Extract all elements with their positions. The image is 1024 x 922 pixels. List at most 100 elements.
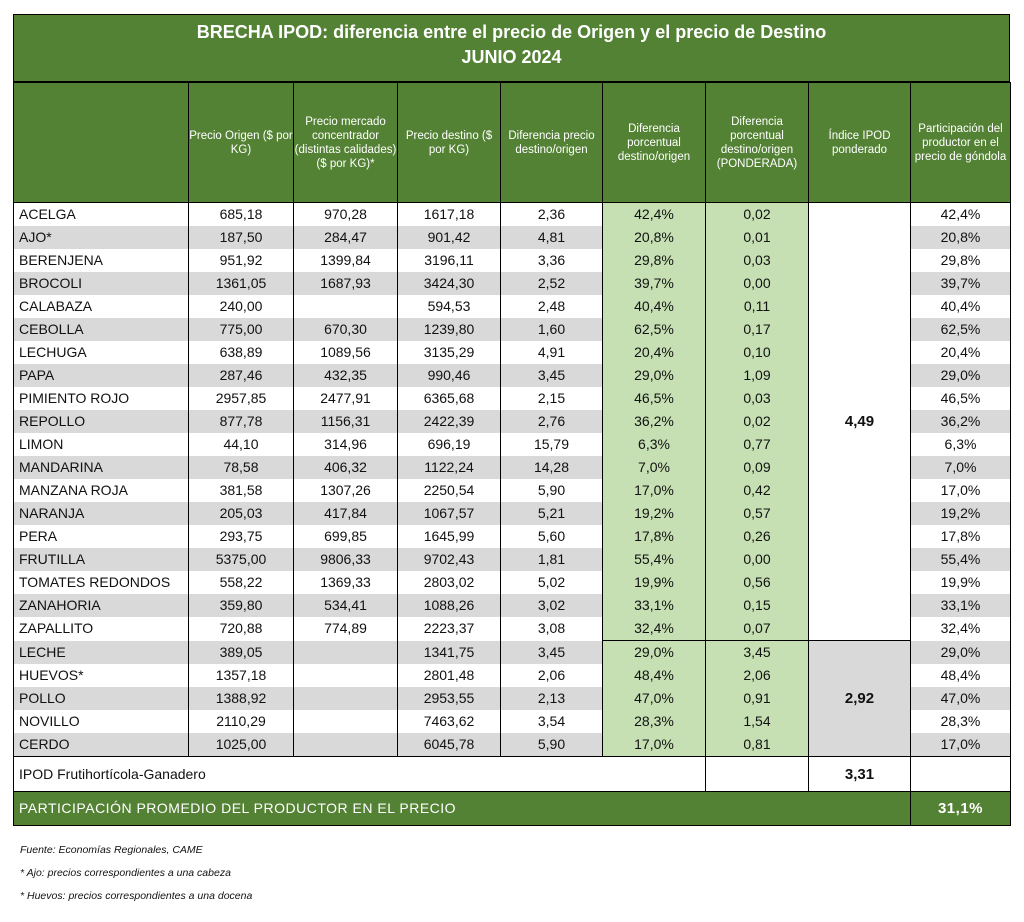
cell-diferencia-ponderada: 0,01 [705, 226, 809, 249]
cell-diferencia-precio: 3,45 [500, 364, 603, 387]
table-row: FRUTILLA 5375,00 9806,33 9702,43 1,81 55,4% 0,… [13, 548, 1011, 571]
cell-precio-mercado: 774,89 [293, 617, 398, 641]
cell-producto: LIMON [13, 433, 189, 456]
cell-participacion: 29,8% [910, 249, 1011, 272]
cell-diferencia-porcentual: 29,0% [602, 364, 706, 387]
cell-producto: CEBOLLA [13, 318, 189, 341]
cell-producto: ACELGA [13, 202, 189, 226]
cell-diferencia-ponderada: 0,15 [705, 594, 809, 617]
header-row: Precio Origen ($ por KG) Precio mercado … [13, 82, 1011, 203]
cell-precio-destino: 2223,37 [397, 617, 501, 641]
cell-diferencia-precio: 1,81 [500, 548, 603, 571]
cell-diferencia-precio: 1,60 [500, 318, 603, 341]
summary-empty-2 [910, 756, 1011, 792]
cell-diferencia-porcentual: 29,0% [602, 640, 706, 664]
table-row: NARANJA 205,03 417,84 1067,57 5,21 19,2% 0,57 1… [13, 502, 1011, 525]
header-participacion: Participación del productor en el precio… [910, 82, 1011, 203]
table-row: NOVILLO 2110,29 7463,62 3,54 28,3% 1,54 28,3% [13, 710, 1011, 733]
cell-producto: ZAPALLITO [13, 617, 189, 641]
cell-participacion: 42,4% [910, 202, 1011, 226]
table-row: CEBOLLA 775,00 670,30 1239,80 1,60 62,5% 0,17 6… [13, 318, 1011, 341]
cell-diferencia-precio: 3,45 [500, 640, 603, 664]
cell-precio-destino: 3196,11 [397, 249, 501, 272]
cell-precio-mercado: 406,32 [293, 456, 398, 479]
cell-diferencia-precio: 5,90 [500, 733, 603, 757]
cell-diferencia-porcentual: 29,8% [602, 249, 706, 272]
cell-diferencia-ponderada: 0,03 [705, 249, 809, 272]
cell-diferencia-precio: 5,21 [500, 502, 603, 525]
cell-diferencia-porcentual: 28,3% [602, 710, 706, 733]
cell-precio-mercado: 1089,56 [293, 341, 398, 364]
footnote-huevos: * Huevos: precios correspondientes a una… [20, 890, 253, 902]
table-row: LECHE 389,05 1341,75 3,45 29,0% 3,45 2,92 29,0% [13, 640, 1011, 757]
cell-diferencia-ponderada: 0,10 [705, 341, 809, 364]
cell-diferencia-porcentual: 6,3% [602, 433, 706, 456]
participacion-value: 31,1% [910, 791, 1011, 826]
cell-precio-mercado: 9806,33 [293, 548, 398, 571]
cell-participacion: 17,0% [910, 733, 1011, 757]
cell-diferencia-ponderada: 0,91 [705, 687, 809, 710]
cell-diferencia-ponderada: 0,11 [705, 295, 809, 318]
cell-precio-destino: 7463,62 [397, 710, 501, 733]
cell-participacion: 33,1% [910, 594, 1011, 617]
cell-precio-destino: 1239,80 [397, 318, 501, 341]
cell-precio-mercado: 417,84 [293, 502, 398, 525]
cell-diferencia-porcentual: 17,0% [602, 479, 706, 502]
cell-diferencia-porcentual: 19,2% [602, 502, 706, 525]
cell-participacion: 46,5% [910, 387, 1011, 410]
cell-precio-mercado: 970,28 [293, 202, 398, 226]
cell-diferencia-precio: 15,79 [500, 433, 603, 456]
cell-producto: HUEVOS* [13, 664, 189, 687]
cell-precio-origen: 685,18 [188, 202, 294, 226]
footnote-source: Fuente: Economías Regionales, CAME [20, 844, 203, 856]
cell-participacion: 6,3% [910, 433, 1011, 456]
cell-precio-mercado: 314,96 [293, 433, 398, 456]
cell-participacion: 19,2% [910, 502, 1011, 525]
cell-precio-destino: 6045,78 [397, 733, 501, 757]
table-row: MANDARINA 78,58 406,32 1122,24 14,28 7,0% 0,09… [13, 456, 1011, 479]
cell-precio-origen: 775,00 [188, 318, 294, 341]
participacion-label: PARTICIPACIÓN PROMEDIO DEL PRODUCTOR EN … [13, 791, 911, 826]
cell-diferencia-porcentual: 48,4% [602, 664, 706, 687]
cell-producto: MANZANA ROJA [13, 479, 189, 502]
cell-precio-destino: 2422,39 [397, 410, 501, 433]
cell-diferencia-ponderada: 0,02 [705, 410, 809, 433]
cell-precio-origen: 720,88 [188, 617, 294, 641]
cell-diferencia-precio: 5,60 [500, 525, 603, 548]
cell-diferencia-porcentual: 55,4% [602, 548, 706, 571]
footnote-ajo: * Ajo: precios correspondientes a una ca… [20, 867, 231, 879]
cell-producto: LECHUGA [13, 341, 189, 364]
table-row: BERENJENA 951,92 1399,84 3196,11 3,36 29,8% 0,… [13, 249, 1011, 272]
cell-precio-destino: 1067,57 [397, 502, 501, 525]
table-row: REPOLLO 877,78 1156,31 2422,39 2,76 36,2% 0,02… [13, 410, 1011, 433]
cell-diferencia-porcentual: 36,2% [602, 410, 706, 433]
title-line-2: JUNIO 2024 [461, 47, 562, 67]
cell-diferencia-precio: 2,06 [500, 664, 603, 687]
cell-precio-mercado: 432,35 [293, 364, 398, 387]
cell-diferencia-precio: 14,28 [500, 456, 603, 479]
cell-participacion: 55,4% [910, 548, 1011, 571]
cell-diferencia-precio: 5,02 [500, 571, 603, 594]
cell-participacion: 40,4% [910, 295, 1011, 318]
table-row: HUEVOS* 1357,18 2801,48 2,06 48,4% 2,06 48,4% [13, 664, 1011, 687]
cell-precio-mercado: 1369,33 [293, 571, 398, 594]
header-precio-origen: Precio Origen ($ por KG) [188, 82, 294, 203]
cell-diferencia-ponderada: 0,03 [705, 387, 809, 410]
cell-precio-origen: 389,05 [188, 640, 294, 664]
participacion-row: PARTICIPACIÓN PROMEDIO DEL PRODUCTOR EN … [13, 791, 1011, 826]
cell-diferencia-precio: 2,15 [500, 387, 603, 410]
header-precio-destino: Precio destino ($ por KG) [397, 82, 501, 203]
cell-participacion: 20,8% [910, 226, 1011, 249]
title-line-1: BRECHA IPOD: diferencia entre el precio … [196, 22, 827, 42]
cell-precio-destino: 1122,24 [397, 456, 501, 479]
cell-diferencia-porcentual: 32,4% [602, 617, 706, 641]
cell-diferencia-porcentual: 17,0% [602, 733, 706, 757]
cell-producto: POLLO [13, 687, 189, 710]
cell-diferencia-ponderada: 0,56 [705, 571, 809, 594]
cell-participacion: 20,4% [910, 341, 1011, 364]
cell-precio-origen: 187,50 [188, 226, 294, 249]
table-row: PERA 293,75 699,85 1645,99 5,60 17,8% 0,26 17,8… [13, 525, 1011, 548]
cell-diferencia-ponderada: 3,45 [705, 640, 809, 664]
cell-precio-mercado [293, 687, 398, 710]
cell-producto: NOVILLO [13, 710, 189, 733]
